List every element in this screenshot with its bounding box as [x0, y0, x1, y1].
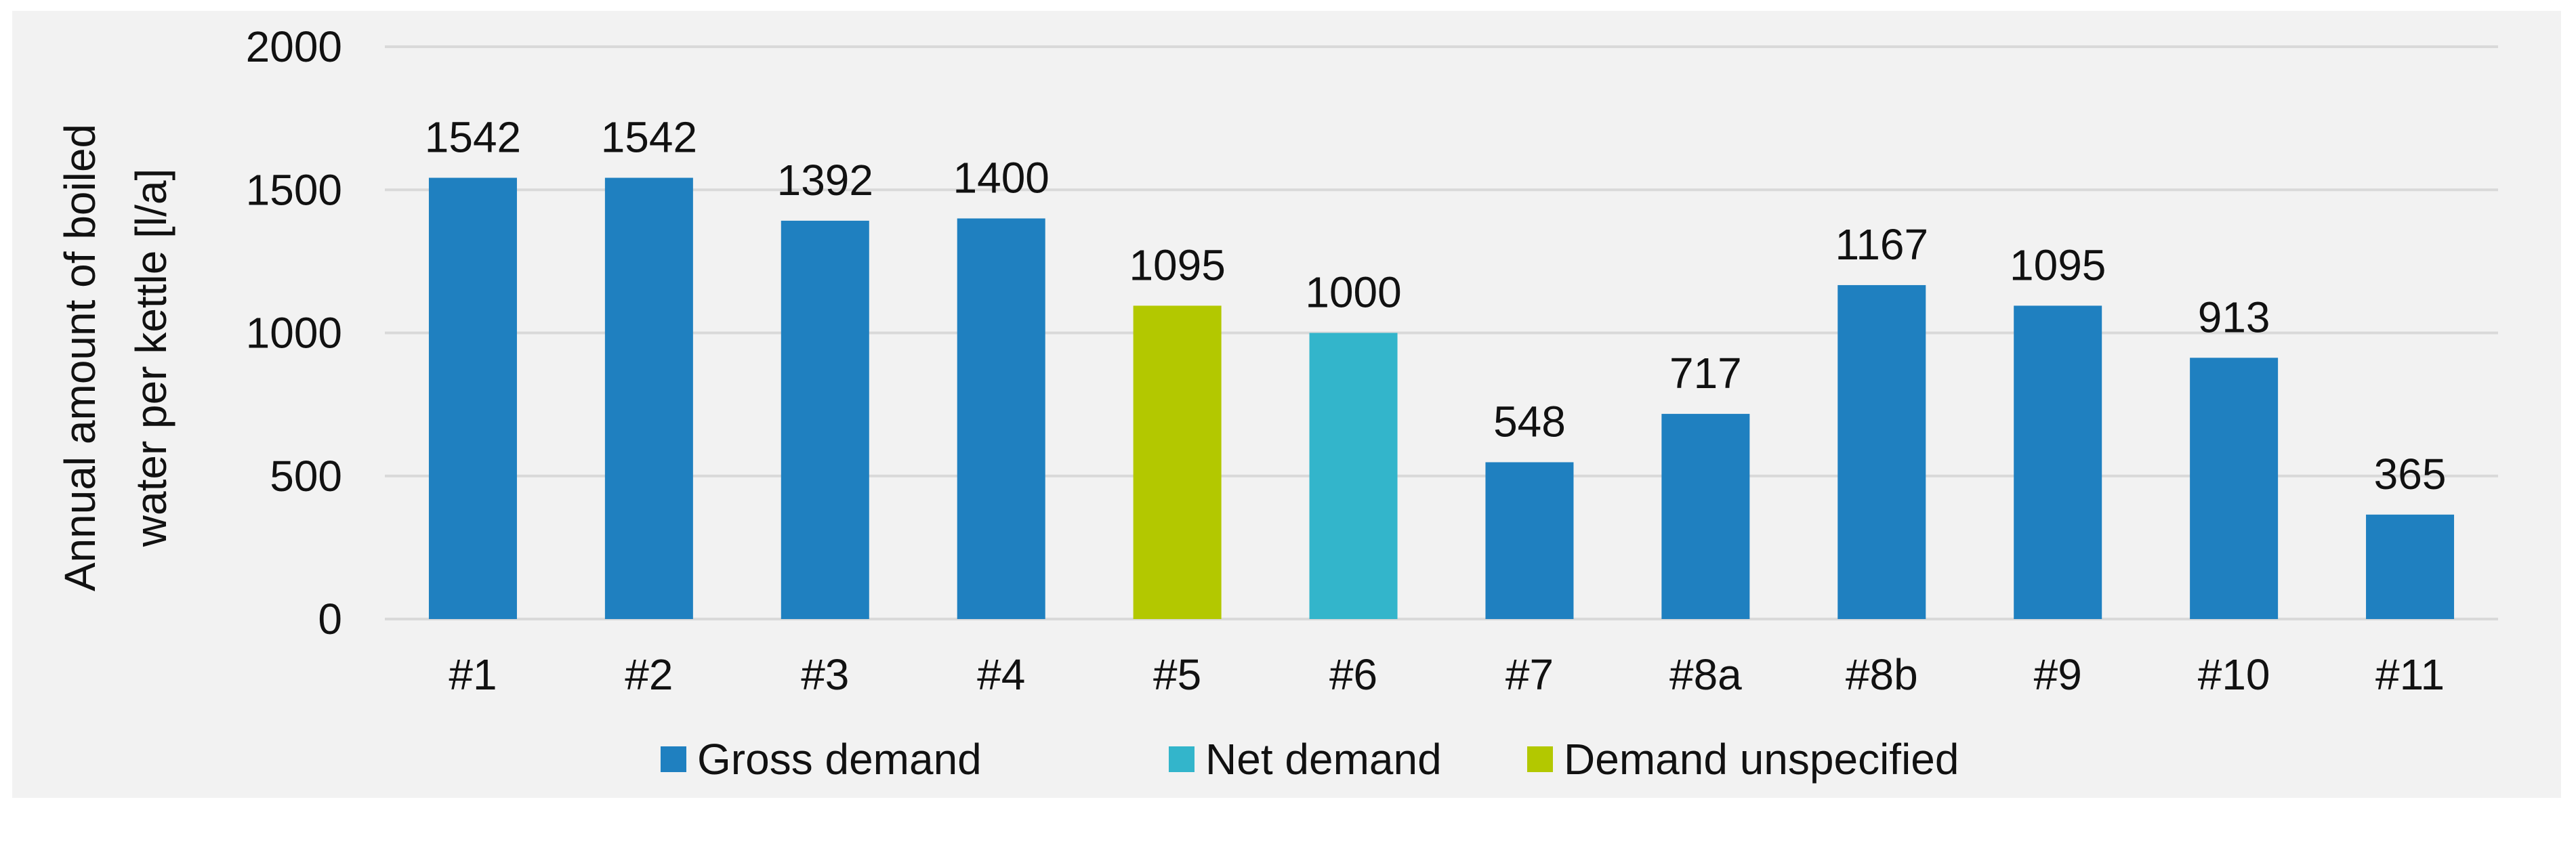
bar-8a: [1661, 414, 1750, 619]
data-label: 1095: [1129, 240, 1225, 289]
y-tick-label: 500: [270, 452, 342, 501]
data-label: 548: [1493, 397, 1566, 446]
x-tick-label: #4: [977, 650, 1025, 699]
legend-item-net: Net demand: [1169, 735, 1442, 784]
bar-7: [1485, 462, 1574, 619]
legend-label: Net demand: [1205, 735, 1442, 784]
y-axis-label-line-2: water per kettle [l/a]: [127, 169, 175, 547]
x-tick-label: #6: [1329, 650, 1377, 699]
legend-item-unspecified: Demand unspecified: [1527, 735, 1959, 784]
x-tick-label: #5: [1153, 650, 1201, 699]
bar-6: [1309, 333, 1398, 619]
legend-label: Demand unspecified: [1564, 735, 1959, 784]
x-tick-label: #10: [2198, 650, 2270, 699]
x-tick-label: #3: [801, 650, 849, 699]
x-tick-label: #8b: [1846, 650, 1918, 699]
legend-swatch: [661, 746, 686, 772]
x-tick-label: #11: [2375, 650, 2445, 699]
data-label: 913: [2198, 293, 2270, 341]
data-label: 1400: [953, 154, 1050, 203]
y-axis-label-line-1: Annual amount of boiled: [56, 124, 104, 591]
bar-1: [428, 177, 517, 619]
legend-item-gross: Gross demand: [661, 735, 982, 784]
data-label: 1167: [1835, 220, 1928, 269]
x-tick-label: #9: [2034, 650, 2082, 699]
data-label: 1095: [2010, 240, 2106, 289]
data-label: 1542: [601, 113, 697, 162]
y-tick-label: 1500: [246, 165, 342, 214]
x-tick-label: #8a: [1669, 650, 1742, 699]
data-label: 1392: [777, 156, 873, 205]
bar-4: [957, 218, 1045, 619]
x-tick-label: #7: [1505, 650, 1554, 699]
y-tick-label: 1000: [246, 309, 342, 358]
legend-swatch: [1169, 746, 1194, 772]
legend-label: Gross demand: [697, 735, 982, 784]
bar-9: [2014, 305, 2102, 619]
y-tick-label: 2000: [246, 22, 342, 71]
bar-5: [1133, 305, 1222, 619]
data-label: 365: [2374, 450, 2447, 498]
bar-11: [2366, 514, 2455, 619]
data-label: 717: [1669, 349, 1742, 398]
x-tick-label: #1: [449, 650, 497, 699]
bar-10: [2190, 358, 2279, 619]
y-tick-label: 0: [318, 595, 342, 643]
y-axis-label: Annual amount of boiled water per kettle…: [56, 124, 175, 591]
bar-8b: [1837, 284, 1926, 619]
legend-swatch: [1527, 746, 1553, 772]
x-tick-label: #2: [625, 650, 673, 699]
data-label: 1000: [1305, 268, 1401, 317]
bar-2: [604, 177, 693, 619]
data-label: 1542: [425, 113, 521, 162]
bar-3: [781, 220, 869, 619]
